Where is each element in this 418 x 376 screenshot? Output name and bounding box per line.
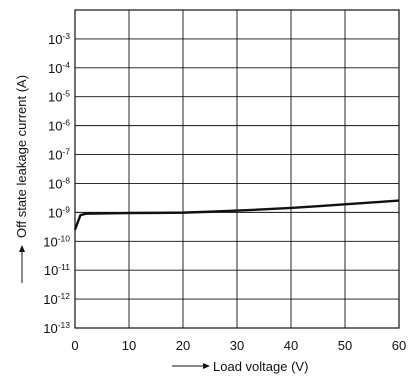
x-tick-label: 50 [338, 338, 352, 353]
x-tick-label: 40 [284, 338, 298, 353]
y-tick-label: 10-7 [48, 147, 70, 163]
x-tick-label: 20 [176, 338, 190, 353]
y-tick-label: 10-9 [48, 204, 70, 220]
plot-frame [74, 9, 400, 329]
x-tick-label: 10 [122, 338, 136, 353]
x-axis-title-group: Load voltage (V) [172, 359, 308, 374]
y-axis-arrow-head [19, 245, 25, 252]
y-tick-label: 10-12 [43, 291, 70, 307]
y-tick-label: 10-6 [48, 118, 70, 134]
y-tick-labels: 10-3 10-4 10-5 10-6 10-7 10-8 10-9 10-10 10-11 10… [43, 31, 70, 336]
y-tick-label: 10-8 [48, 175, 70, 191]
y-tick-label: 10-4 [48, 60, 70, 76]
x-axis-arrow-head [203, 363, 210, 369]
y-axis-title-group: Off state leakage current (A) [14, 75, 29, 283]
series-layer [73, 199, 400, 231]
grid [74, 10, 400, 329]
y-tick-label: 10-3 [48, 31, 70, 47]
x-tick-label: 60 [392, 338, 406, 353]
y-tick-label: 10-13 [43, 320, 70, 336]
y-tick-label: 10-10 [43, 233, 70, 249]
y-tick-label: 10-5 [48, 89, 70, 105]
leakage-current-line [73, 199, 400, 231]
x-tick-labels: 0 10 20 30 40 50 60 [71, 338, 406, 353]
y-tick-label: 10-11 [44, 262, 70, 278]
x-tick-label: 0 [71, 338, 78, 353]
x-axis-title: Load voltage (V) [213, 359, 308, 374]
y-axis-title: Off state leakage current (A) [14, 75, 29, 238]
x-tick-label: 30 [230, 338, 244, 353]
